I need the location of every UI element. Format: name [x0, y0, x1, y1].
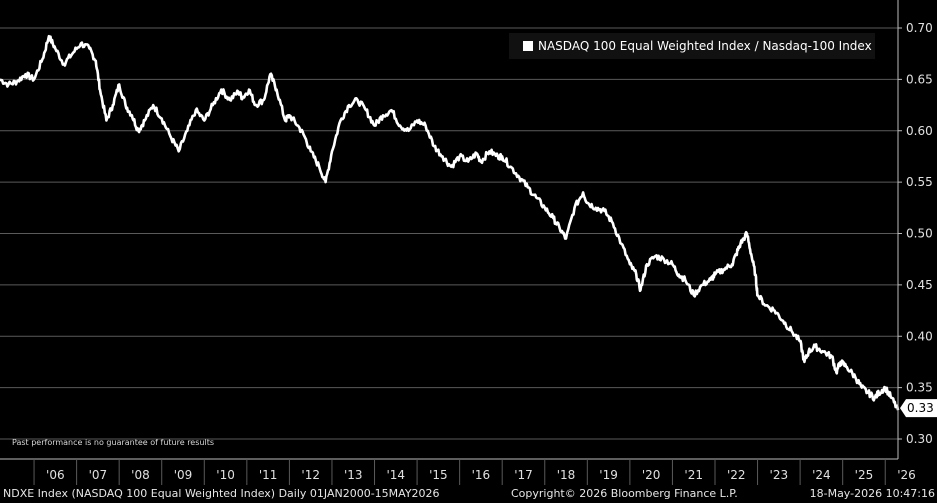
chart-footer: NDXE Index (NASDAQ 100 Equal Weighted In…	[0, 485, 937, 503]
y-tick-label: 0.30	[906, 432, 933, 446]
x-tick-label: '22	[727, 468, 746, 482]
y-tick-label: 0.60	[906, 124, 933, 138]
line-chart: 0.30 0.35 0.40 0.45 0.50 0.55 0.60 0.65 0.70 '06…	[0, 0, 937, 485]
x-tick-label: '06	[46, 468, 65, 482]
footer-copyright: Copyright© 2026 Bloomberg Finance L.P.	[511, 487, 738, 500]
series-line	[0, 34, 900, 411]
x-tick-label: '09	[174, 468, 193, 482]
footer-timestamp: 18-May-2026 10:47:16	[809, 487, 935, 500]
y-tick-label: 0.70	[906, 21, 933, 35]
x-tick-label: '23	[770, 468, 789, 482]
x-tick-label: '07	[89, 468, 108, 482]
legend-label: NASDAQ 100 Equal Weighted Index / Nasdaq…	[538, 39, 872, 53]
legend-swatch	[523, 41, 533, 51]
y-tick-label: 0.65	[906, 72, 933, 86]
x-tick-label: '17	[514, 468, 533, 482]
x-tick-label: '21	[684, 468, 703, 482]
x-tick-label: '19	[599, 468, 618, 482]
x-tick-label: '10	[216, 468, 235, 482]
x-tick-label: '26	[897, 468, 916, 482]
footer-index-info: NDXE Index (NASDAQ 100 Equal Weighted In…	[3, 487, 440, 500]
x-tick-label: '24	[812, 468, 831, 482]
series-layer	[0, 34, 900, 411]
x-tick-label: '18	[557, 468, 576, 482]
disclaimer-text: Past performance is no guarantee of futu…	[12, 438, 214, 447]
x-tick-label: '25	[855, 468, 874, 482]
x-tick-label: '15	[429, 468, 448, 482]
last-value-label: 0.33	[907, 401, 934, 415]
x-axis: '06 '07 '08 '09 '10 '11 '12 '13 '14 '15 '16 '17 '18 '…	[0, 458, 916, 485]
grid-lines	[0, 27, 898, 440]
x-tick-label: '13	[344, 468, 363, 482]
y-axis: 0.30 0.35 0.40 0.45 0.50 0.55 0.60 0.65 0.70	[897, 0, 933, 459]
y-tick-label: 0.40	[906, 329, 933, 343]
x-tick-label: '08	[131, 468, 150, 482]
y-tick-label: 0.55	[906, 175, 933, 189]
x-tick-label: '12	[301, 468, 320, 482]
x-tick-label: '14	[387, 468, 406, 482]
last-value-box	[900, 399, 937, 418]
x-tick-label: '11	[259, 468, 278, 482]
y-tick-label: 0.35	[906, 381, 933, 395]
y-tick-label: 0.45	[906, 278, 933, 292]
last-value-marker: 0.33	[900, 399, 937, 418]
y-tick-label: 0.50	[906, 227, 933, 241]
x-tick-label: '16	[472, 468, 491, 482]
x-tick-label: '20	[642, 468, 661, 482]
chart-legend: NASDAQ 100 Equal Weighted Index / Nasdaq…	[509, 33, 875, 59]
